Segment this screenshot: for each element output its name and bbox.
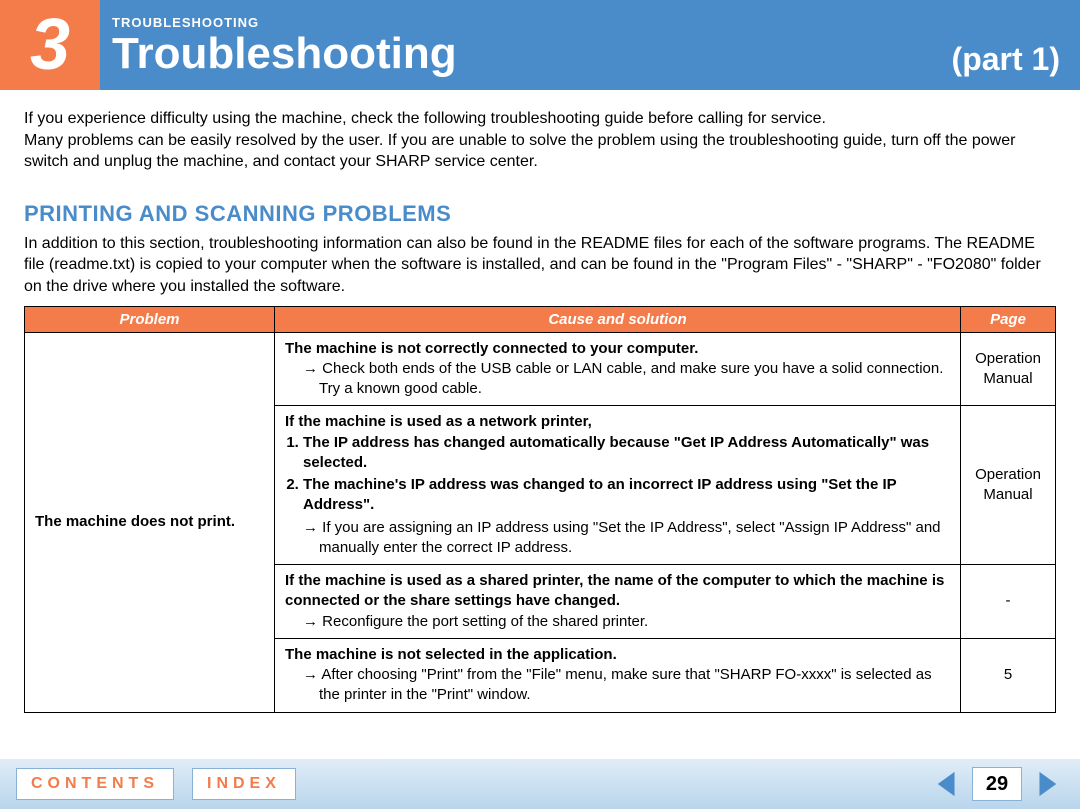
cause-solution: → Reconfigure the port setting of the sh… [319, 612, 950, 632]
solution-text: Check both ends of the USB cable or LAN … [319, 360, 943, 397]
cause-solution: → After choosing "Print" from the "File"… [319, 665, 950, 706]
solution-text: After choosing "Print" from the "File" m… [319, 666, 932, 703]
arrow-icon: → [303, 613, 318, 630]
page-title: Troubleshooting [112, 32, 1060, 76]
page-cell: - [961, 565, 1056, 639]
col-cause: Cause and solution [275, 306, 961, 332]
cause-cell: If the machine is used as a shared print… [275, 565, 961, 639]
solution-text: Reconfigure the port setting of the shar… [322, 613, 648, 630]
page-number: 29 [972, 767, 1022, 801]
cause-cell: The machine is not selected in the appli… [275, 638, 961, 712]
col-problem: Problem [25, 306, 275, 332]
content-area: If you experience difficulty using the m… [0, 90, 1080, 713]
arrow-icon: → [303, 360, 318, 377]
col-page: Page [961, 306, 1056, 332]
cause-cell: The machine is not correctly connected t… [275, 332, 961, 406]
list-item: The machine's IP address was changed to … [303, 475, 950, 516]
prev-page-button[interactable] [934, 770, 962, 798]
page-cell: 5 [961, 638, 1056, 712]
cause-cell: If the machine is used as a network prin… [275, 406, 961, 565]
solution-text: If you are assigning an IP address using… [319, 519, 941, 556]
table-row: The machine does not print. The machine … [25, 332, 1056, 406]
cause-ordered-list: The IP address has changed automatically… [303, 433, 950, 516]
cause-title: The machine is not correctly connected t… [285, 339, 950, 359]
cause-solution: → If you are assigning an IP address usi… [319, 518, 950, 559]
cause-title: If the machine is used as a network prin… [285, 412, 950, 432]
chevron-left-icon [934, 770, 962, 798]
cause-title: If the machine is used as a shared print… [285, 571, 950, 612]
footer-bar: CONTENTS INDEX 29 [0, 759, 1080, 809]
troubleshooting-table: Problem Cause and solution Page The mach… [24, 306, 1056, 713]
index-button[interactable]: INDEX [192, 768, 296, 800]
chevron-right-icon [1032, 770, 1060, 798]
list-item: The IP address has changed automatically… [303, 433, 950, 474]
title-box: TROUBLESHOOTING Troubleshooting (part 1) [100, 0, 1080, 90]
next-page-button[interactable] [1032, 770, 1060, 798]
page-cell: Operation Manual [961, 332, 1056, 406]
intro-paragraph: If you experience difficulty using the m… [24, 108, 1056, 173]
cause-title: The machine is not selected in the appli… [285, 645, 950, 665]
table-header-row: Problem Cause and solution Page [25, 306, 1056, 332]
part-label: (part 1) [952, 41, 1060, 78]
cause-solution: → Check both ends of the USB cable or LA… [319, 359, 950, 400]
arrow-icon: → [303, 519, 318, 536]
section-intro: In addition to this section, troubleshoo… [24, 233, 1056, 298]
problem-cell: The machine does not print. [25, 332, 275, 712]
page-header: 3 TROUBLESHOOTING Troubleshooting (part … [0, 0, 1080, 90]
arrow-icon: → [303, 666, 318, 683]
breadcrumb: TROUBLESHOOTING [112, 15, 1060, 30]
section-heading: PRINTING AND SCANNING PROBLEMS [24, 201, 1056, 227]
contents-button[interactable]: CONTENTS [16, 768, 174, 800]
page-cell: Operation Manual [961, 406, 1056, 565]
chapter-number: 3 [0, 0, 100, 90]
